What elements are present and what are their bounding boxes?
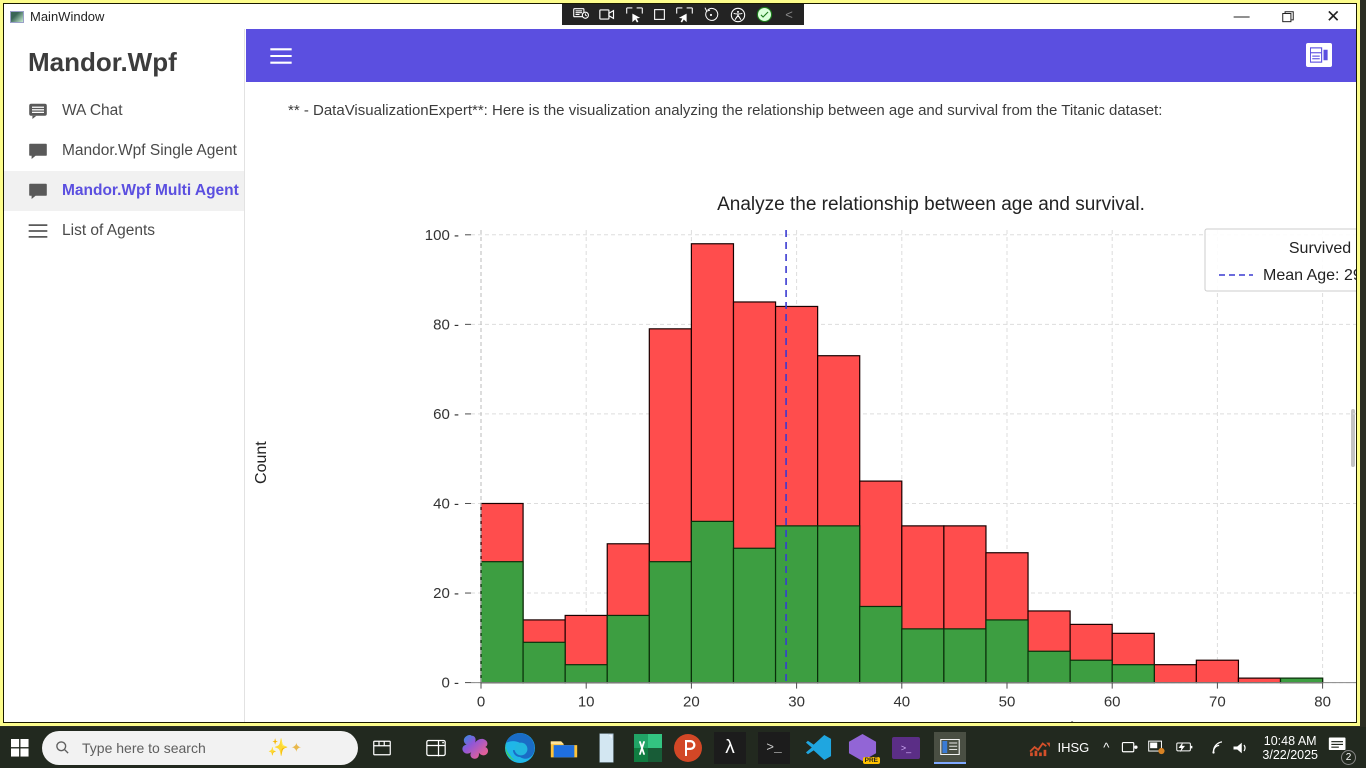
svg-text:20 -: 20 - [433,585,459,602]
svg-text:60: 60 [1104,694,1121,711]
svg-text:70: 70 [1209,694,1226,711]
svg-text:Survived: Survived [1289,240,1351,257]
svg-text:0 -: 0 - [441,675,459,692]
svg-text:Age: Age [1067,720,1096,722]
svg-text:10: 10 [578,694,595,711]
svg-text:Count: Count [253,441,270,484]
svg-text:80 -: 80 - [433,316,459,333]
svg-text:Analyze the relationship betwe: Analyze the relationship between age and… [717,194,1145,215]
svg-text:40: 40 [893,694,910,711]
svg-text:100 -: 100 - [425,227,459,244]
svg-text:50: 50 [999,694,1016,711]
svg-text:0: 0 [477,694,485,711]
svg-text:80: 80 [1314,694,1331,711]
svg-text:40 -: 40 - [433,495,459,512]
svg-text:60 -: 60 - [433,406,459,423]
svg-text:20: 20 [683,694,700,711]
svg-text:Mean Age: 29: Mean Age: 29 [1263,267,1356,284]
svg-text:30: 30 [788,694,805,711]
